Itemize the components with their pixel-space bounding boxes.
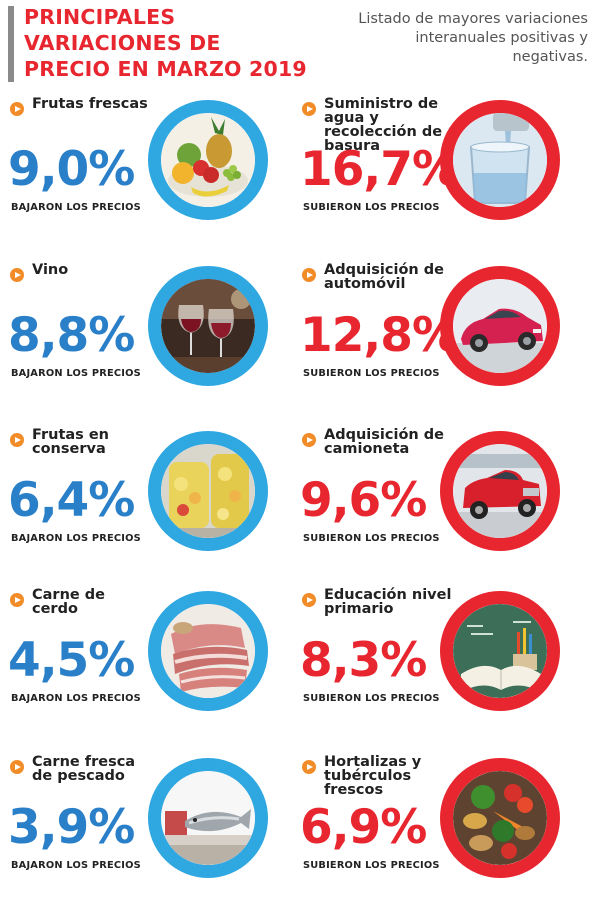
- play-bullet-icon: [10, 433, 24, 447]
- item-name: Vino: [32, 262, 69, 278]
- play-bullet-icon: [302, 760, 316, 774]
- item-photo-ring: [440, 758, 560, 878]
- item-name: Frutas frescas: [32, 96, 148, 112]
- item-percentage: 9,0%: [8, 142, 135, 197]
- fish-photo: [161, 771, 255, 865]
- decrease-item: Carne fresca de pescado 3,9% BAJARON LOS…: [0, 750, 290, 910]
- item-caption: BAJARON LOS PRECIOS: [11, 202, 141, 213]
- increase-item: Adquisición de automóvil 12,8% SUBIERON …: [292, 258, 582, 418]
- increase-item: Adquisición de camioneta 9,6% SUBIERON L…: [292, 423, 582, 583]
- play-bullet-icon: [10, 102, 24, 116]
- increase-item: Suministro de agua y recolección de basu…: [292, 92, 582, 252]
- item-name: Educación nivel primario: [324, 587, 452, 617]
- play-bullet-icon: [10, 593, 24, 607]
- canned-fruit-photo: [161, 444, 255, 538]
- item-photo-ring: [440, 591, 560, 711]
- item-caption: SUBIERON LOS PRECIOS: [303, 693, 440, 704]
- item-percentage: 8,8%: [8, 308, 135, 363]
- page-subtitle: Listado de mayores variaciones interanua…: [358, 11, 588, 65]
- item-photo-ring: [440, 431, 560, 551]
- play-bullet-icon: [302, 268, 316, 282]
- item-percentage: 16,7%: [300, 142, 459, 197]
- item-name: Carne de cerdo: [32, 587, 105, 617]
- item-name: Adquisición de camioneta: [324, 427, 444, 457]
- item-percentage: 8,3%: [300, 633, 427, 688]
- wine-photo: [161, 279, 255, 373]
- item-photo-ring: [148, 431, 268, 551]
- item-name: Suministro de agua y recolección de basu…: [324, 96, 443, 154]
- vegetables-photo: [453, 771, 547, 865]
- item-caption: BAJARON LOS PRECIOS: [11, 693, 141, 704]
- item-caption: BAJARON LOS PRECIOS: [11, 533, 141, 544]
- play-bullet-icon: [10, 268, 24, 282]
- decrease-item: Vino 8,8% BAJARON LOS PRECIOS: [0, 258, 290, 418]
- item-photo-ring: [440, 100, 560, 220]
- item-percentage: 9,6%: [300, 473, 427, 528]
- item-percentage: 12,8%: [300, 308, 459, 363]
- item-percentage: 4,5%: [8, 633, 135, 688]
- item-caption: SUBIERON LOS PRECIOS: [303, 368, 440, 379]
- pickup-truck-photo: [453, 444, 547, 538]
- pork-photo: [161, 604, 255, 698]
- item-name: Hortalizas y tubérculos frescos: [324, 754, 422, 798]
- item-percentage: 3,9%: [8, 800, 135, 855]
- play-bullet-icon: [302, 102, 316, 116]
- item-name: Frutas en conserva: [32, 427, 110, 457]
- header: PRINCIPALES VARIACIONES DE PRECIO EN MAR…: [0, 0, 600, 92]
- play-bullet-icon: [10, 760, 24, 774]
- item-photo-ring: [148, 100, 268, 220]
- school-books-photo: [453, 604, 547, 698]
- page-title: PRINCIPALES VARIACIONES DE PRECIO EN MAR…: [24, 5, 307, 81]
- play-bullet-icon: [302, 593, 316, 607]
- fresh-fruit-photo: [161, 113, 255, 207]
- item-name: Adquisición de automóvil: [324, 262, 444, 292]
- item-caption: SUBIERON LOS PRECIOS: [303, 533, 440, 544]
- header-accent-bar: [8, 6, 14, 82]
- item-photo-ring: [148, 591, 268, 711]
- water-photo: [453, 113, 547, 207]
- item-caption: BAJARON LOS PRECIOS: [11, 860, 141, 871]
- item-photo-ring: [148, 266, 268, 386]
- car-photo: [453, 279, 547, 373]
- item-photo-ring: [440, 266, 560, 386]
- item-photo-ring: [148, 758, 268, 878]
- increase-item: Educación nivel primario 8,3% SUBIERON L…: [292, 583, 582, 743]
- item-percentage: 6,9%: [300, 800, 427, 855]
- decrease-item: Frutas frescas 9,0% BAJARON LOS PRECIOS: [0, 92, 290, 252]
- increase-item: Hortalizas y tubérculos frescos 6,9% SUB…: [292, 750, 582, 910]
- item-caption: SUBIERON LOS PRECIOS: [303, 860, 440, 871]
- item-percentage: 6,4%: [8, 473, 135, 528]
- decrease-item: Frutas en conserva 6,4% BAJARON LOS PREC…: [0, 423, 290, 583]
- item-name: Carne fresca de pescado: [32, 754, 136, 784]
- item-caption: BAJARON LOS PRECIOS: [11, 368, 141, 379]
- play-bullet-icon: [302, 433, 316, 447]
- decrease-item: Carne de cerdo 4,5% BAJARON LOS PRECIOS: [0, 583, 290, 743]
- item-caption: SUBIERON LOS PRECIOS: [303, 202, 440, 213]
